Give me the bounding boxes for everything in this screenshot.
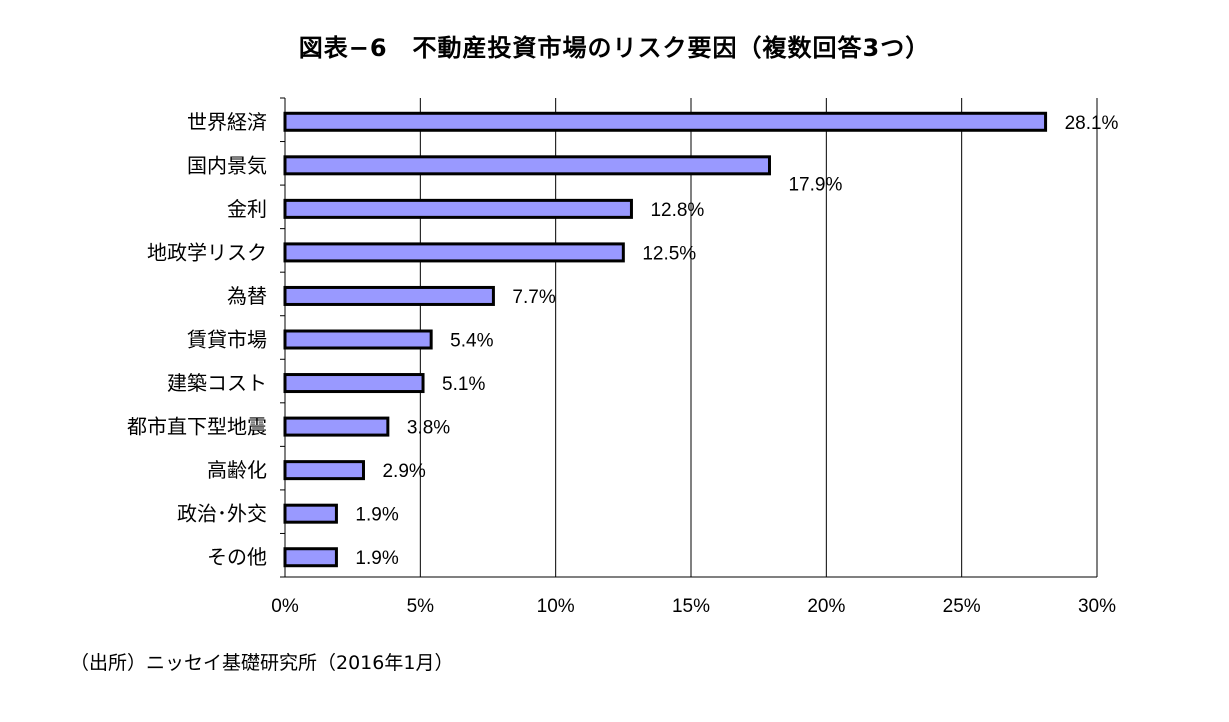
data-label: 7.7% [512, 287, 555, 308]
labels: 0% 5% 10% 15% 20% 25% 30% 世界経済 28.1% 国内景気 17.9% 金利 1… [127, 110, 1119, 617]
data-label: 12.5% [642, 243, 696, 264]
bar [283, 547, 338, 568]
category-label: その他 [207, 545, 267, 569]
category-label: 為替 [227, 284, 267, 308]
x-tick-label: 20% [807, 596, 845, 617]
data-label: 28.1% [1065, 113, 1119, 134]
axes [280, 97, 1097, 578]
category-label: 高齢化 [207, 458, 267, 482]
data-label: 12.8% [650, 200, 704, 221]
data-label: 2.9% [382, 461, 425, 482]
bar [283, 329, 433, 350]
x-tick-label: 25% [943, 596, 981, 617]
grid-lines [419, 98, 1098, 577]
bar [283, 460, 365, 481]
category-label: 世界経済 [187, 110, 267, 134]
bar [283, 198, 633, 219]
data-label: 1.9% [355, 548, 398, 569]
bar [283, 155, 771, 176]
chart-title: 図表−6 不動産投資市場のリスク要因（複数回答3つ） [298, 34, 931, 62]
x-tick-label: 30% [1078, 596, 1116, 617]
category-label: 都市直下型地震 [127, 415, 267, 439]
category-label: 建築コスト [167, 371, 267, 395]
bar [283, 111, 1048, 132]
category-label: 国内景気 [187, 153, 267, 177]
bars [283, 111, 1048, 568]
bar [283, 242, 625, 263]
bar [283, 503, 338, 524]
data-label: 5.4% [450, 331, 493, 352]
x-tick-label: 10% [537, 596, 575, 617]
x-tick-label: 0% [271, 596, 299, 617]
category-label: 地政学リスク [147, 240, 267, 264]
bar [283, 285, 495, 306]
data-label: 5.1% [442, 374, 485, 395]
data-label: 1.9% [355, 505, 398, 526]
category-label: 政治･外交 [177, 502, 267, 526]
category-label: 金利 [227, 197, 267, 221]
category-label: 賃貸市場 [187, 328, 267, 352]
x-tick-label: 15% [672, 596, 710, 617]
x-tick-label: 5% [407, 596, 435, 617]
bar [283, 373, 425, 394]
bar [283, 416, 390, 437]
source-note: （出所）ニッセイ基礎研究所（2016年1月） [70, 652, 454, 674]
data-label: 17.9% [788, 174, 842, 195]
bar-chart: 0% 5% 10% 15% 20% 25% 30% 世界経済 28.1% 国内景気 17.9% 金利 1… [127, 97, 1119, 617]
data-label: 3.8% [407, 418, 450, 439]
